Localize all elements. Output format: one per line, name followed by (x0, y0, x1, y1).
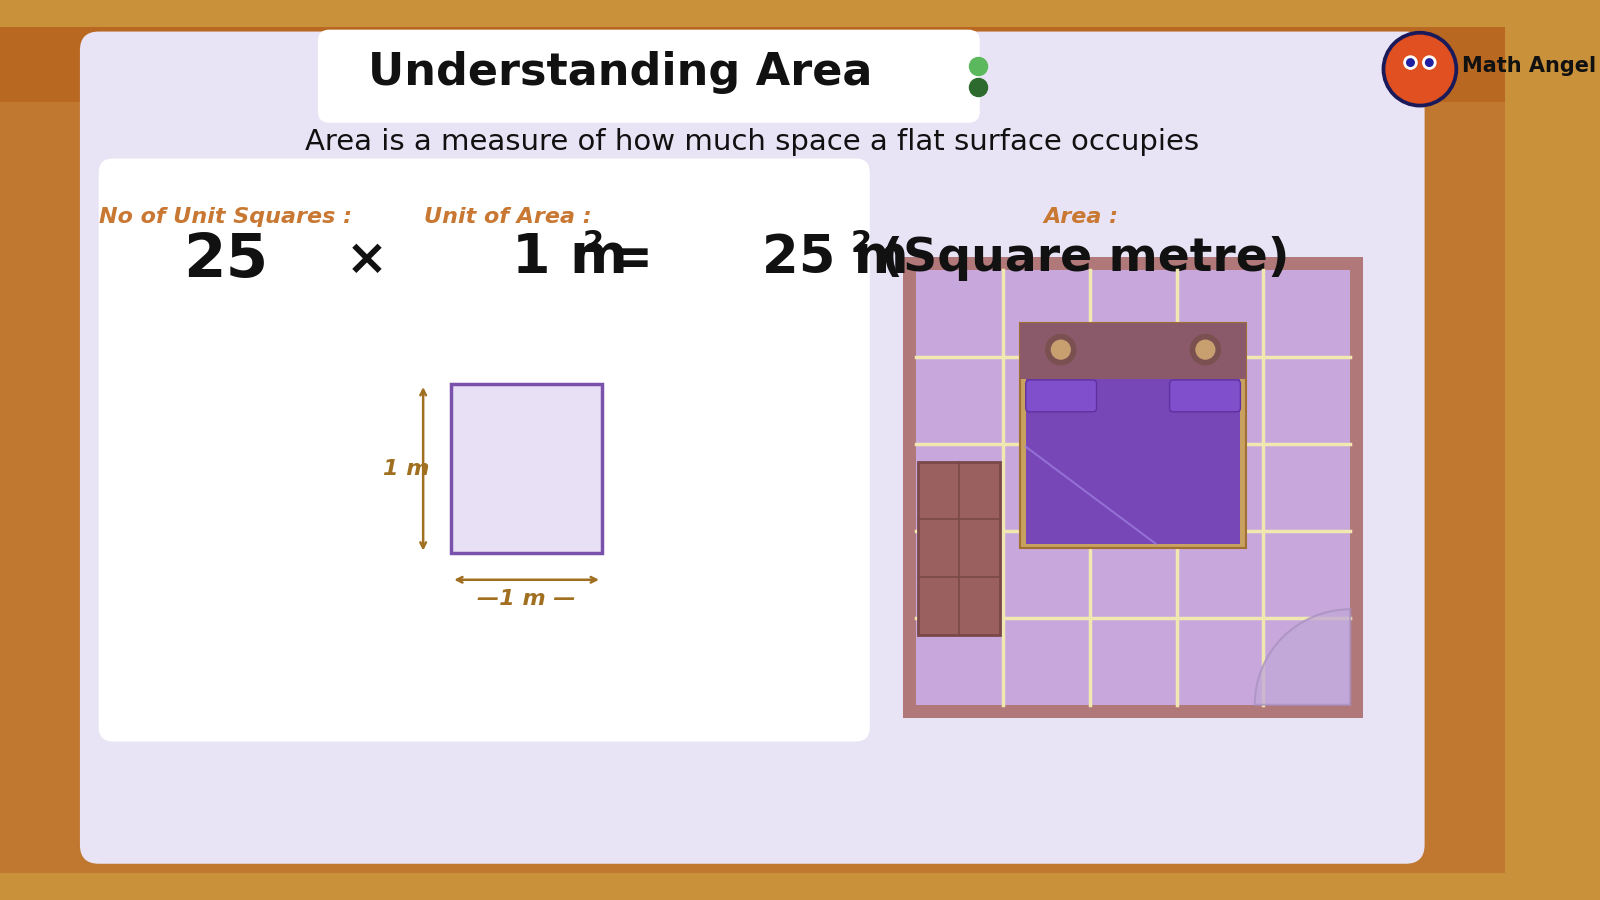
Circle shape (1422, 56, 1435, 69)
Bar (0, 27, 122, 873)
Circle shape (1382, 32, 1458, 107)
Circle shape (1406, 58, 1414, 67)
FancyBboxPatch shape (99, 158, 870, 742)
Circle shape (1386, 35, 1454, 103)
Bar (0, 760, 1504, 873)
Circle shape (1051, 340, 1070, 359)
Bar (0, 27, 1504, 102)
Text: 2: 2 (582, 229, 605, 257)
Circle shape (1426, 58, 1434, 67)
Text: No of Unit Squares :: No of Unit Squares : (99, 207, 352, 227)
Circle shape (1403, 56, 1418, 69)
Text: 25: 25 (182, 230, 269, 290)
Bar (1021, 322, 1246, 548)
Text: Understanding Area: Understanding Area (368, 51, 874, 94)
FancyBboxPatch shape (80, 32, 1424, 864)
Wedge shape (1254, 609, 1350, 705)
Text: Area :: Area : (1043, 207, 1118, 227)
Bar (918, 462, 1000, 635)
Bar (1021, 322, 1246, 379)
Bar (1026, 379, 1240, 544)
Text: 2: 2 (851, 229, 872, 257)
Circle shape (1046, 335, 1075, 365)
Text: —1 m —: —1 m — (477, 589, 576, 608)
Text: 1 m: 1 m (382, 459, 429, 479)
Text: =: = (608, 234, 653, 286)
Circle shape (1190, 335, 1221, 365)
Text: Unit of Area :: Unit of Area : (424, 207, 592, 227)
Text: (Square metre): (Square metre) (866, 236, 1290, 281)
Bar (1382, 27, 1504, 873)
Circle shape (1195, 340, 1214, 359)
FancyBboxPatch shape (1170, 380, 1240, 412)
Bar (902, 257, 1363, 718)
FancyBboxPatch shape (318, 30, 979, 122)
Text: 1 m: 1 m (512, 231, 629, 285)
Text: Area is a measure of how much space a flat surface occupies: Area is a measure of how much space a fl… (306, 128, 1200, 156)
Text: ×: × (346, 236, 387, 284)
Bar (451, 384, 602, 554)
Bar (915, 270, 1350, 705)
Text: 25 m: 25 m (762, 232, 909, 284)
FancyBboxPatch shape (1026, 380, 1096, 412)
Text: Math Angel: Math Angel (1462, 57, 1597, 76)
